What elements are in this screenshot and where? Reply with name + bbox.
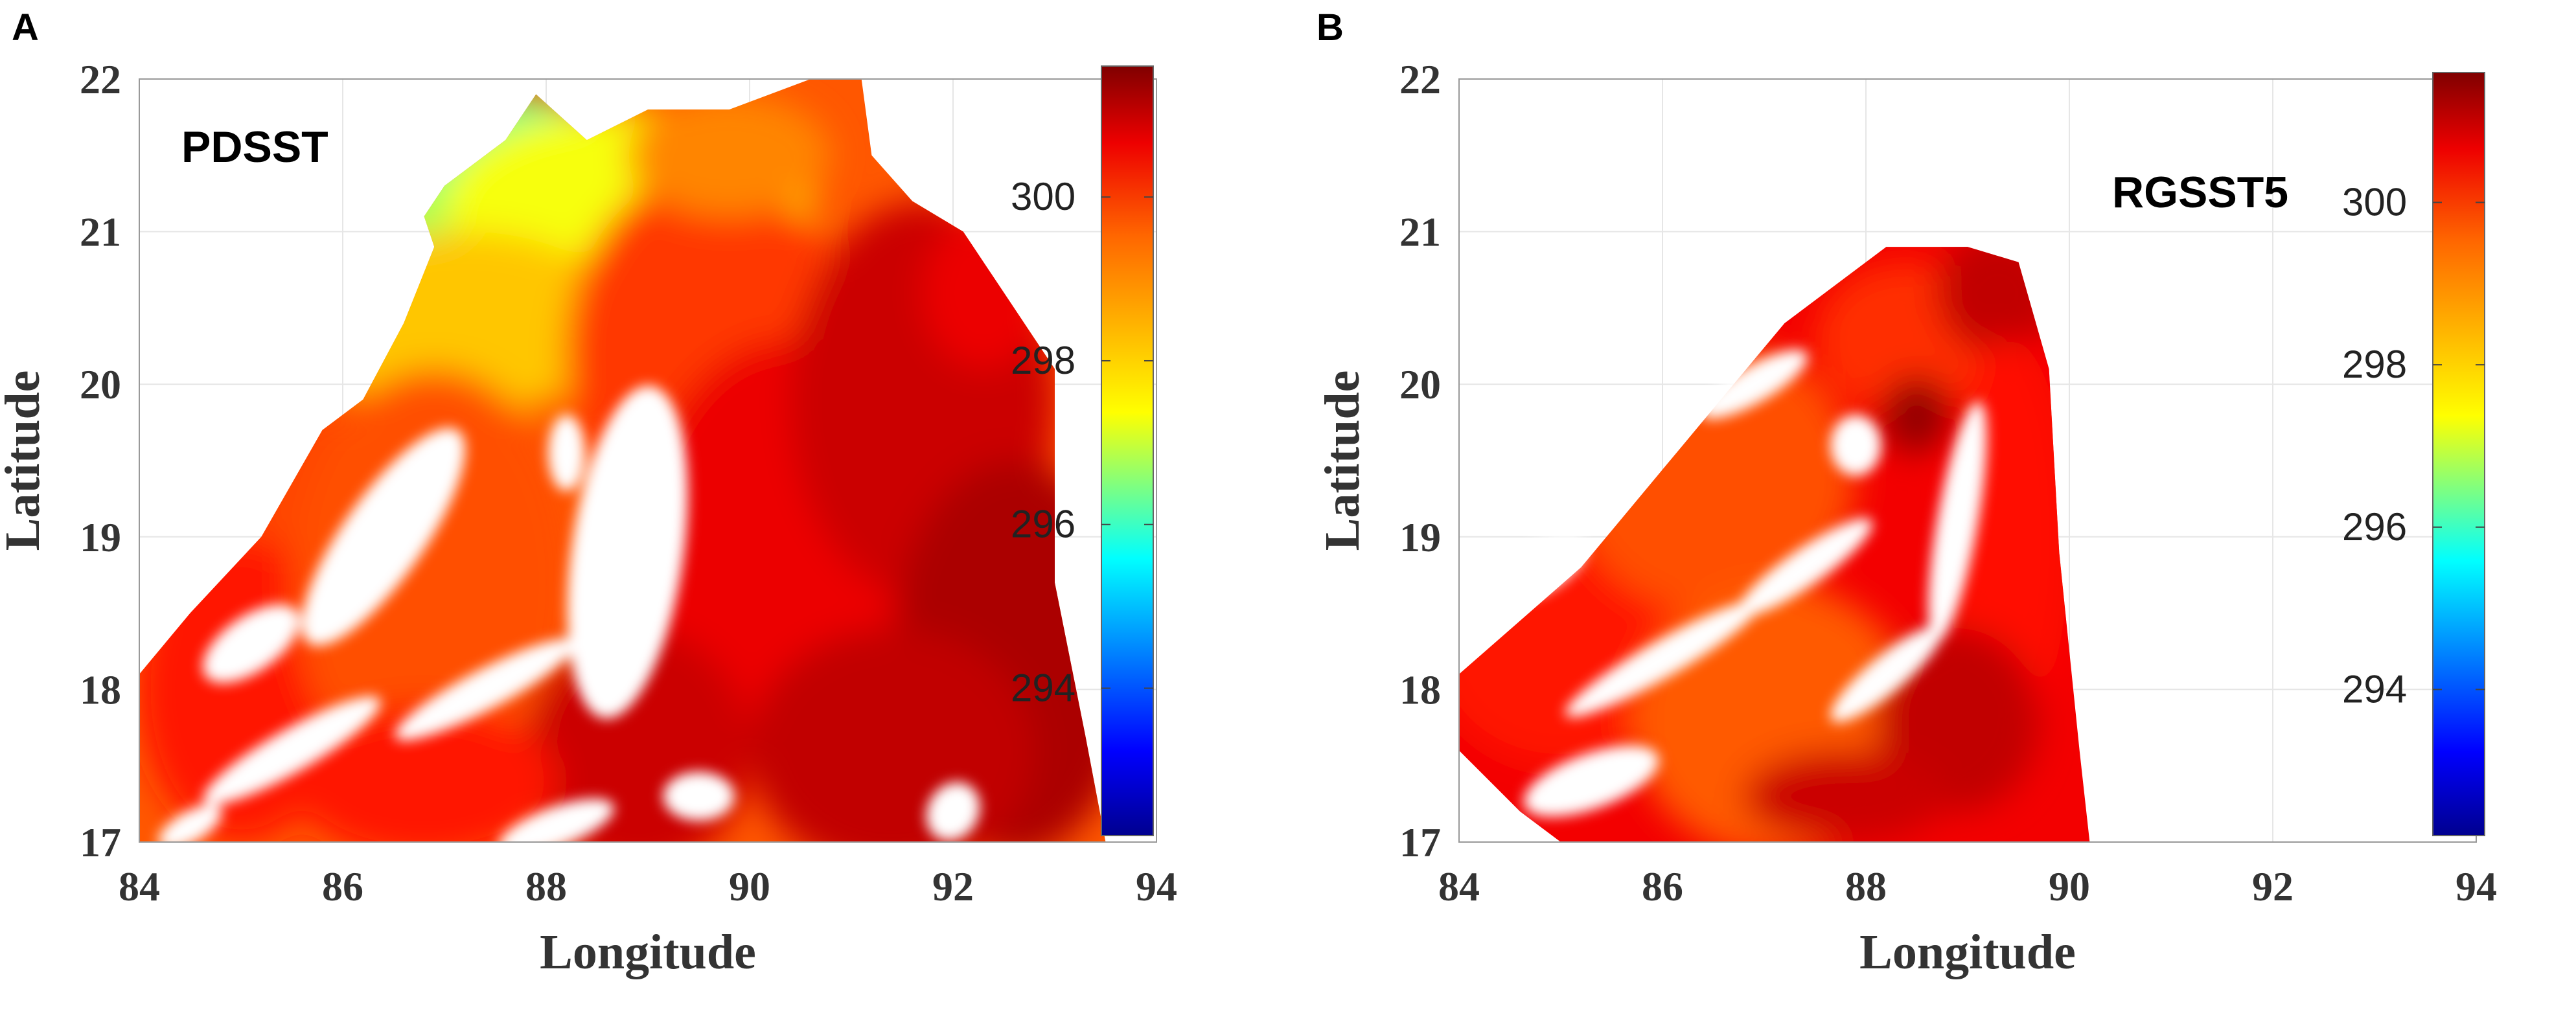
sst-patch	[292, 704, 557, 842]
sst-patch	[627, 94, 831, 217]
y-tick-label: 19	[1399, 514, 1441, 560]
cloud-gap	[1830, 626, 1942, 722]
y-tick-label: 20	[1399, 361, 1441, 407]
sst-patch	[1743, 750, 1948, 842]
x-tick-label: 84	[1438, 863, 1480, 909]
colorbar-tick-label: 294	[1011, 667, 1075, 710]
y-tick-label: 21	[80, 209, 121, 255]
cloud-mask	[1495, 350, 1987, 817]
colorbar-tick-label: 298	[2342, 343, 2407, 386]
y-tick-label: 17	[1399, 819, 1441, 865]
cloud-gap	[1565, 600, 1760, 718]
cloud-gap	[567, 385, 688, 719]
colorbar-ticks-b: 294 296 298 300	[2342, 181, 2485, 711]
cloud-gap	[202, 604, 300, 683]
y-tick-label: 18	[80, 667, 121, 713]
cloud-gap	[1700, 350, 1808, 419]
cloud-gap	[395, 638, 576, 740]
cloud-gap	[1737, 518, 1872, 617]
x-tick-labels-a: 84 86 88 90 92 94	[119, 863, 1177, 909]
cloud-gaps-a	[158, 385, 980, 855]
panel-letter-a: A	[12, 6, 39, 49]
y-tick-label: 22	[80, 56, 121, 102]
x-tick-label: 94	[2455, 863, 2497, 909]
cloud-gap	[1495, 534, 1587, 600]
y-tick-label: 21	[1399, 209, 1441, 255]
plot-frame-a	[139, 78, 1157, 843]
colorbar-a	[1101, 65, 1154, 836]
cloud-gap	[548, 415, 585, 492]
cloud-gap	[926, 782, 980, 841]
cloud-gap	[1523, 745, 1659, 817]
panel-title-b: RGSST5	[2112, 168, 2288, 217]
x-tick-label: 86	[1642, 863, 1683, 909]
y-tick-label: 19	[80, 514, 121, 560]
y-tick-label: 17	[80, 819, 121, 865]
y-tick-label: 22	[1399, 56, 1441, 102]
y-axis-title-b: Latitude	[1315, 371, 1370, 551]
cloud-mask	[158, 385, 980, 855]
x-tick-label: 92	[932, 863, 974, 909]
cloud-gap	[1928, 401, 1987, 642]
sst-patch	[1881, 376, 1953, 453]
y-tick-labels-b: 17 18 19 20 21 22	[1399, 56, 1441, 865]
panel-a: A PDSST 84 86 88 90 92 94 17 18 19 20 21 22 Longit…	[0, 6, 1177, 979]
colorbar-tick-label: 294	[2342, 667, 2407, 711]
sst-patch	[1937, 247, 2060, 354]
panel-letter-b: B	[1317, 6, 1344, 49]
x-tick-labels-b: 84 86 88 90 92 94	[1438, 863, 2497, 909]
x-axis-title-a: Longitude	[540, 925, 756, 979]
y-tick-label: 18	[1399, 667, 1441, 713]
panel-b: B RGSST5 84 86 88 90 92 94 17 18 19 20 21 22 Longi…	[1315, 6, 2497, 979]
x-tick-label: 86	[322, 863, 363, 909]
cloud-gap	[158, 804, 222, 849]
cloud-gap	[498, 799, 614, 855]
colorbar-tick-label: 300	[2342, 181, 2407, 224]
colorbar-tick-label: 300	[1011, 175, 1075, 218]
colorbar-tick-label: 298	[1011, 339, 1075, 382]
x-tick-label: 84	[119, 863, 160, 909]
colorbar-b	[2432, 72, 2485, 836]
colorbar-tick-label: 296	[2342, 505, 2407, 549]
x-tick-label: 88	[525, 863, 567, 909]
y-axis-title-a: Latitude	[0, 371, 50, 551]
x-tick-label: 88	[1845, 863, 1887, 909]
cloud-gap	[301, 428, 465, 646]
cloud-gap	[663, 771, 735, 821]
colorbar-ticks-a: 294 296 298 300	[1011, 175, 1153, 710]
cloud-gap	[1830, 415, 1881, 476]
cloud-gaps-b	[1495, 350, 1987, 817]
cloud-gap	[203, 696, 381, 805]
x-tick-label: 90	[729, 863, 770, 909]
x-tick-label: 94	[1136, 863, 1177, 909]
sst-patch	[750, 628, 1035, 842]
y-tick-labels-a: 17 18 19 20 21 22	[80, 56, 121, 865]
x-tick-label: 92	[2252, 863, 2294, 909]
x-tick-label: 90	[2049, 863, 2090, 909]
panel-title-a: PDSST	[181, 122, 328, 172]
y-tick-label: 20	[80, 361, 121, 407]
colorbar-tick-label: 296	[1011, 503, 1075, 546]
x-axis-title-b: Longitude	[1859, 925, 2076, 979]
